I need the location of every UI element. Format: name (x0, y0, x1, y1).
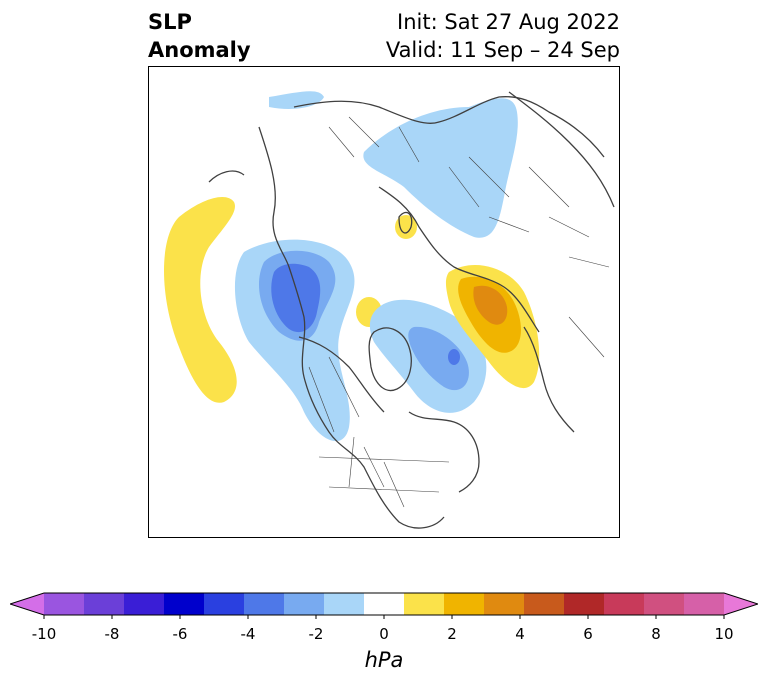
colorbar-segment (324, 593, 365, 615)
colorbar-tick-label: 2 (447, 625, 457, 643)
colorbar-segment (284, 593, 325, 615)
colorbar-tick-label: -8 (104, 625, 120, 643)
colorbar-tick-label: 4 (515, 625, 525, 643)
colorbar-segment (564, 593, 605, 615)
colorbar-tick-marks (43, 615, 725, 619)
init-date: Init: Sat 27 Aug 2022 (397, 10, 620, 34)
colorbar-segment (484, 593, 525, 615)
colorbar-outline (10, 592, 758, 616)
colorbar-tick-label: -2 (308, 625, 324, 643)
colorbar-segment (444, 593, 485, 615)
colorbar-segment (84, 593, 125, 615)
valid-period: Valid: 11 Sep – 24 Sep (385, 38, 620, 62)
positive-anomaly-pacific (164, 197, 237, 403)
colorbar-tick-label: 8 (651, 625, 661, 643)
colorbar-tick-label: -10 (31, 625, 57, 643)
colorbar-segment (244, 593, 285, 615)
colorbar-segment (364, 593, 405, 615)
map-panel (148, 66, 620, 538)
slp-anomaly-map (164, 91, 615, 529)
variable-title-line1: SLP (148, 10, 192, 34)
variable-title-line2: Anomaly (148, 38, 251, 62)
colorbar-extend-high (724, 593, 758, 615)
colorbar-tick-label: -4 (240, 625, 256, 643)
colorbar-tick-label: -6 (172, 625, 188, 643)
colorbar-segment (644, 593, 685, 615)
colorbar-segments (10, 593, 758, 615)
colorbar-tick-label: 6 (583, 625, 593, 643)
colorbar-segment (524, 593, 565, 615)
colorbar-tick-label: 0 (379, 625, 389, 643)
colorbar-tick-label: 10 (714, 625, 734, 643)
country-borders (308, 116, 610, 508)
colorbar-segment (204, 593, 245, 615)
colorbar (10, 592, 758, 619)
colorbar-segment (44, 593, 85, 615)
coastlines (208, 91, 615, 529)
anomaly-fills (164, 91, 540, 442)
colorbar-segment (404, 593, 445, 615)
colorbar-segment (684, 593, 725, 615)
forecast-dates: Init: Sat 27 Aug 2022 Valid: 11 Sep – 24… (386, 8, 620, 64)
colorbar-segment (124, 593, 165, 615)
colorbar-units-label: hPa (364, 648, 404, 672)
colorbar-segment (164, 593, 205, 615)
negative-anomaly-siberia (363, 98, 518, 238)
colorbar-extend-low (10, 593, 44, 615)
map-title: SLP Anomaly (148, 8, 251, 64)
colorbar-segment (604, 593, 645, 615)
